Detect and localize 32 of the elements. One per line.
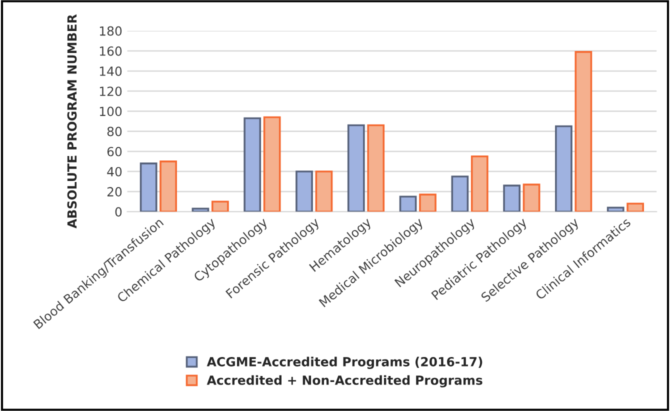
y-tick-label: 160 (100, 46, 122, 56)
y-tick-label: 0 (115, 207, 122, 217)
bar (367, 124, 385, 212)
bar (626, 202, 644, 212)
bar (315, 170, 333, 212)
bar (503, 184, 521, 212)
y-tick-label: 100 (100, 106, 122, 116)
y-tick-label: 40 (107, 166, 122, 176)
y-tick-label: 60 (107, 146, 122, 156)
bar (140, 162, 158, 212)
bar (606, 206, 624, 212)
bar (470, 156, 488, 212)
bar (160, 160, 177, 212)
bar (555, 125, 572, 212)
bar (296, 170, 313, 212)
bar (419, 194, 436, 212)
y-tick-label: 120 (100, 86, 122, 96)
bar (212, 200, 229, 212)
bar (522, 184, 540, 212)
y-tick-label: 140 (100, 66, 122, 76)
legend-label: ACGME-Accredited Programs (2016-17) (206, 356, 482, 369)
legend-label: Accredited + Non-Accredited Programs (206, 375, 482, 388)
bar (263, 116, 281, 212)
bar (244, 117, 262, 212)
bar (451, 176, 469, 212)
y-tick-label: 180 (100, 26, 122, 36)
bar (399, 196, 417, 212)
bar (574, 51, 592, 212)
bar (192, 208, 210, 212)
y-tick-label: 20 (107, 187, 122, 196)
bar (347, 124, 365, 212)
y-tick-label: 80 (107, 126, 122, 136)
